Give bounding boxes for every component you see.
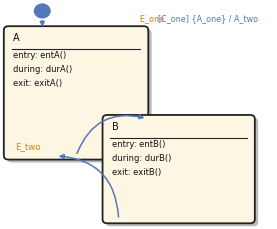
Text: entry: entB(): entry: entB() — [112, 139, 165, 149]
Text: E_two: E_two — [15, 143, 40, 152]
FancyBboxPatch shape — [7, 29, 152, 163]
Text: exit: exitA(): exit: exitA() — [13, 79, 62, 88]
Text: exit: exitB(): exit: exitB() — [112, 168, 161, 177]
Text: during: durB(): during: durB() — [112, 154, 171, 163]
Circle shape — [34, 4, 50, 18]
Text: entry: entA(): entry: entA() — [13, 51, 66, 60]
Text: during: durA(): during: durA() — [13, 65, 72, 74]
FancyBboxPatch shape — [4, 26, 148, 160]
Text: [C_one] {A_one} / A_two: [C_one] {A_one} / A_two — [158, 14, 258, 23]
Text: A: A — [13, 33, 20, 43]
FancyBboxPatch shape — [102, 115, 255, 223]
Text: E_one: E_one — [140, 14, 166, 23]
Text: B: B — [112, 122, 119, 132]
FancyBboxPatch shape — [106, 118, 258, 226]
